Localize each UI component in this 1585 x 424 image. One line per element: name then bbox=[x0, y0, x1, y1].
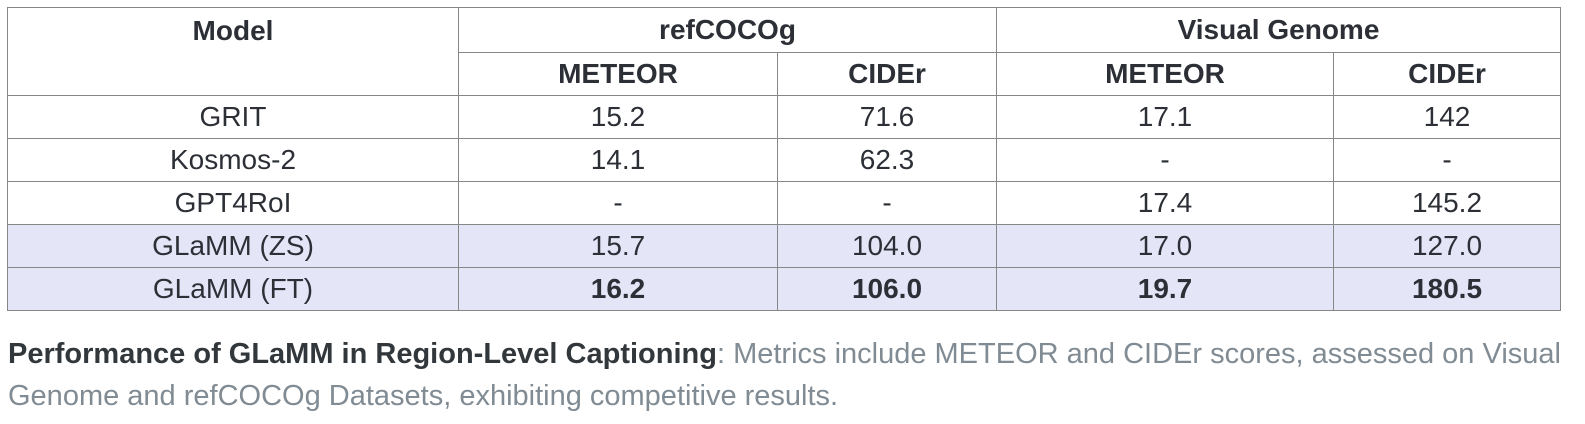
model-cell: Kosmos-2 bbox=[7, 138, 459, 182]
value-cell: - bbox=[1332, 138, 1562, 182]
header-vg-meteor: METEOR bbox=[996, 52, 1334, 96]
value-cell: 71.6 bbox=[777, 95, 997, 139]
results-table-header: Model refCOCOg Visual Genome METEOR CIDE… bbox=[7, 7, 1562, 96]
value-cell: 127.0 bbox=[1332, 224, 1562, 268]
value-cell: 16.2 bbox=[458, 267, 778, 311]
value-cell: 19.7 bbox=[996, 267, 1334, 311]
model-cell: GPT4RoI bbox=[7, 181, 459, 225]
value-cell: - bbox=[777, 181, 997, 225]
header-refcocog-cider: CIDEr bbox=[777, 52, 997, 96]
value-cell: 17.4 bbox=[996, 181, 1334, 225]
table-caption: Performance of GLaMM in Region-Level Cap… bbox=[8, 333, 1575, 417]
value-cell: 15.2 bbox=[458, 95, 778, 139]
table-row: Kosmos-2 14.1 62.3 - - bbox=[7, 138, 1562, 182]
table-row: GLaMM (FT) 16.2 106.0 19.7 180.5 bbox=[7, 267, 1562, 311]
value-cell: - bbox=[458, 181, 778, 225]
caption-lead: Performance of GLaMM in Region-Level Cap… bbox=[8, 338, 717, 370]
value-cell: 15.7 bbox=[458, 224, 778, 268]
results-table: Model refCOCOg Visual Genome METEOR CIDE… bbox=[7, 7, 1562, 311]
header-model: Model bbox=[7, 7, 459, 96]
model-cell: GLaMM (ZS) bbox=[7, 224, 459, 268]
caption-body: : Metrics include METEOR and CIDEr score… bbox=[8, 338, 1561, 412]
value-cell: 62.3 bbox=[777, 138, 997, 182]
header-group-refcocog: refCOCOg bbox=[458, 7, 997, 53]
value-cell: 17.1 bbox=[996, 95, 1334, 139]
header-row-datasets: Model refCOCOg Visual Genome bbox=[7, 7, 1562, 96]
value-cell: 14.1 bbox=[458, 138, 778, 182]
model-cell: GLaMM (FT) bbox=[7, 267, 459, 311]
value-cell: 17.0 bbox=[996, 224, 1334, 268]
value-cell: 180.5 bbox=[1332, 267, 1562, 311]
header-group-visual-genome: Visual Genome bbox=[995, 7, 1562, 53]
table-row: GLaMM (ZS) 15.7 104.0 17.0 127.0 bbox=[7, 224, 1562, 268]
value-cell: - bbox=[996, 138, 1334, 182]
value-cell: 145.2 bbox=[1332, 181, 1562, 225]
value-cell: 142 bbox=[1332, 95, 1562, 139]
table-row: GPT4RoI - - 17.4 145.2 bbox=[7, 181, 1562, 225]
header-refcocog-meteor: METEOR bbox=[458, 52, 778, 96]
value-cell: 104.0 bbox=[777, 224, 997, 268]
table-row: GRIT 15.2 71.6 17.1 142 bbox=[7, 95, 1562, 139]
results-table-body: GRIT 15.2 71.6 17.1 142 Kosmos-2 14.1 62… bbox=[7, 95, 1562, 311]
value-cell: 106.0 bbox=[777, 267, 997, 311]
model-cell: GRIT bbox=[7, 95, 459, 139]
header-vg-cider: CIDEr bbox=[1332, 52, 1562, 96]
